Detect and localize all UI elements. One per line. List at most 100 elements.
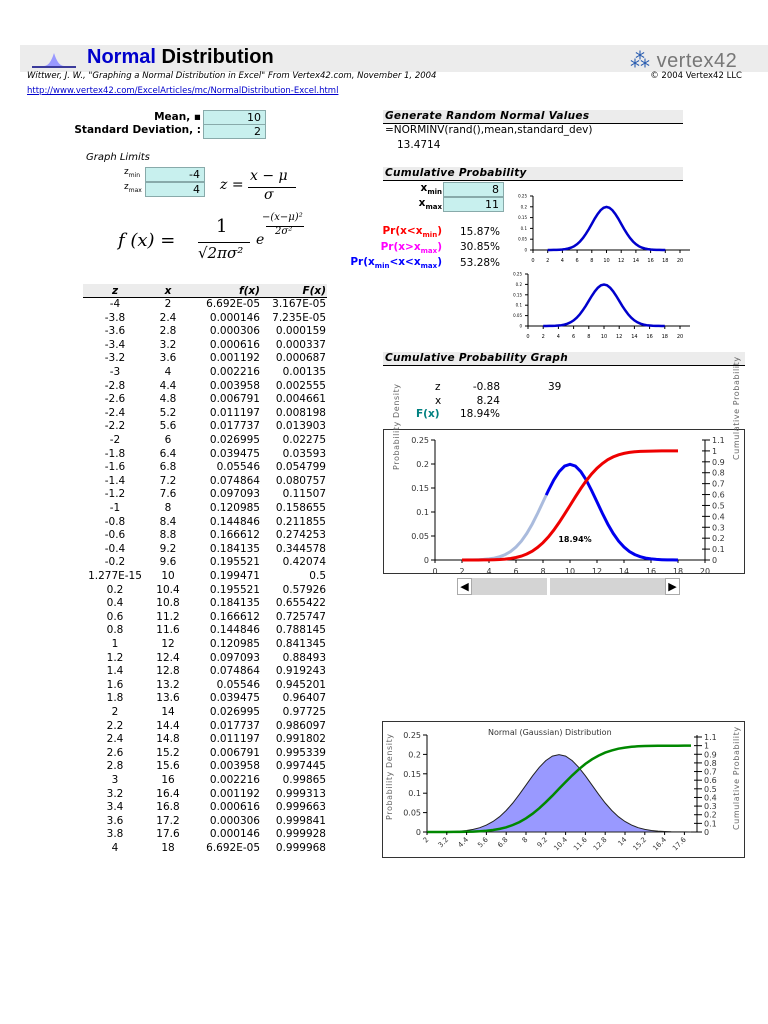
graph-limits-label: Graph Limits	[86, 152, 150, 163]
sd-label: Standard Deviation, :	[74, 124, 201, 136]
table-cell: 0.000687	[275, 352, 326, 365]
density-curve	[544, 462, 679, 562]
xmin-input[interactable]: 8	[443, 182, 504, 197]
table-cell: 7.235E-05	[272, 311, 326, 324]
xmax-input[interactable]: 11	[443, 197, 504, 212]
table-cell: 0.2	[106, 583, 124, 596]
scroll-left-button[interactable]: ◀	[457, 578, 472, 595]
y2-tick-label: 0.1	[712, 545, 725, 554]
y-tick-label: 0.15	[411, 484, 429, 493]
table-cell: -0.6	[104, 529, 126, 542]
table-cell: 2.2	[106, 719, 124, 732]
y2-tick-label: 0.6	[712, 491, 725, 500]
y2-tick-label: 1	[704, 742, 709, 751]
table-cell: 0.000146	[209, 311, 260, 324]
x-tick-label: 10	[601, 334, 607, 340]
table-cell: 17.6	[156, 828, 180, 841]
table-cell: 4.8	[159, 393, 177, 406]
table-cell: -3	[109, 366, 121, 378]
table-cell: 12	[161, 638, 175, 650]
sd-input[interactable]: 2	[203, 124, 266, 139]
table-cell: 3	[111, 774, 119, 786]
table-cell: 0.054799	[275, 461, 326, 474]
y2-tick-label: 0.8	[704, 759, 717, 768]
table-cell: 2.4	[106, 733, 124, 746]
table-cell: 0.074864	[209, 665, 260, 678]
table-cell: 0.039475	[209, 692, 260, 705]
x-scrollbar[interactable]: ◀ ▶	[457, 578, 680, 595]
table-cell: -1.2	[104, 488, 126, 501]
table-cell: -1.6	[104, 461, 126, 474]
table-cell: 0.995339	[275, 746, 326, 759]
title-distribution: Distribution	[155, 46, 274, 68]
x-tick-label: 18	[662, 258, 668, 264]
table-cell: 6.8	[159, 461, 177, 474]
slider-value: 39	[548, 381, 562, 393]
table-cell: 0.120985	[209, 502, 260, 514]
table-cell: 0.344578	[275, 542, 326, 555]
table-cell: 0.02275	[282, 434, 326, 446]
table-cell: 15.2	[156, 746, 180, 759]
table-cell: 2	[164, 298, 172, 310]
table-cell: 0.006791	[209, 393, 260, 406]
x-tick-label: 20	[677, 258, 683, 264]
table-cell: 0.945201	[275, 678, 326, 691]
table-cell: 0.000616	[209, 338, 260, 351]
table-cell: 0.000306	[209, 814, 260, 827]
page-title: Normal Distribution	[87, 46, 274, 69]
table-cell: 0.039475	[209, 447, 260, 460]
y2-tick-label: 0.2	[704, 811, 717, 820]
x-tick-label: 18	[662, 334, 668, 340]
table-cell: 0.211855	[275, 515, 326, 528]
table-cell: -0.8	[104, 515, 126, 528]
table-cell: 0.003958	[209, 760, 260, 773]
xmax-label: xmax	[418, 197, 442, 212]
title-band	[20, 45, 768, 72]
table-cell: 4.4	[159, 379, 177, 392]
table-cell: 8.8	[159, 529, 177, 542]
column-header: f(x)	[239, 285, 260, 297]
x-value: 8.24	[476, 395, 500, 407]
y-tick-label: 0.05	[403, 809, 421, 818]
y-tick-label: 0.1	[521, 226, 528, 231]
x-tick-label: 2	[459, 567, 464, 576]
y-tick-label: 0.15	[403, 770, 421, 779]
x-tick-label: 6	[513, 567, 518, 576]
table-cell: 0.097093	[209, 651, 260, 664]
table-cell: -3.4	[104, 338, 126, 351]
zmin-input[interactable]: -4	[145, 167, 205, 182]
z-label: z	[435, 381, 441, 393]
table-cell: 5.2	[159, 406, 177, 419]
scroll-right-button[interactable]: ▶	[665, 578, 680, 595]
table-cell: 3.167E-05	[272, 298, 326, 310]
y2-tick-label: 0	[712, 556, 717, 565]
y2-tick-label: 0.5	[704, 785, 717, 794]
table-cell: 0.999313	[275, 787, 326, 800]
y-tick-label: 0.25	[518, 194, 527, 199]
random-section-header: Generate Random Normal Values	[383, 110, 683, 124]
table-cell: -0.2	[104, 556, 126, 569]
y2-tick-label: 0.4	[704, 793, 717, 802]
table-cell: 0.655422	[275, 597, 326, 610]
table-cell: 0.991802	[275, 733, 326, 746]
x-tick-label: 18	[673, 567, 683, 576]
zmax-input[interactable]: 4	[145, 182, 205, 197]
y-tick-label: 0	[519, 324, 522, 329]
table-cell: 0.57926	[282, 583, 326, 596]
table-cell: 0.199471	[209, 570, 260, 582]
scroll-thumb[interactable]	[547, 578, 550, 595]
z-value: -0.88	[472, 381, 500, 393]
table-cell: 1.277E-15	[88, 570, 142, 582]
cumulative-graph-frame	[383, 429, 745, 574]
source-link[interactable]: http://www.vertex42.com/ExcelArticles/mc…	[27, 86, 339, 96]
x-label: x	[435, 395, 442, 407]
table-cell: 6.4	[159, 447, 177, 460]
table-cell: 0.080757	[275, 474, 326, 487]
x-tick-label: 2	[542, 334, 545, 340]
table-cell: 5.6	[159, 420, 177, 433]
y-tick-label: 0.2	[516, 282, 523, 287]
table-cell: 16.8	[156, 801, 180, 814]
density-curve	[543, 283, 665, 328]
table-cell: 18	[161, 842, 175, 854]
gaussian-chart-title: Normal (Gaussian) Distribution	[488, 728, 612, 737]
